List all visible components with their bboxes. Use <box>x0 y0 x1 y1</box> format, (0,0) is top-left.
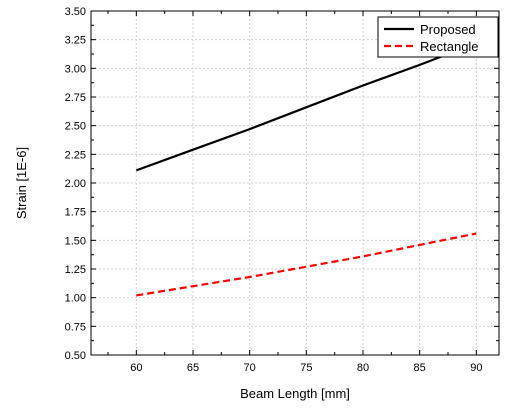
y-tick-label: 3.25 <box>65 35 86 47</box>
y-tick-label: 1.50 <box>65 235 86 247</box>
x-tick-label: 90 <box>470 362 482 374</box>
series-line-proposed <box>135 42 477 172</box>
y-tick-label: 0.75 <box>65 321 86 333</box>
x-tick-label: 70 <box>244 362 256 374</box>
series-line-rectangle <box>136 232 477 297</box>
y-tick-label: 2.75 <box>65 92 86 104</box>
axis-ticks <box>91 10 499 356</box>
y-tick-label: 1.25 <box>65 264 86 276</box>
y-tick-label: 1.00 <box>65 293 86 305</box>
y-tick-label: 3.50 <box>65 6 86 18</box>
x-tick-label: 85 <box>414 362 426 374</box>
x-tick-label: 75 <box>300 362 312 374</box>
legend-label-rectangle: Rectangle <box>420 39 479 54</box>
y-axis-label: Strain [1E-6] <box>14 147 29 219</box>
x-tick-label: 60 <box>130 362 142 374</box>
plot-lines <box>135 42 477 297</box>
y-tick-label: 2.00 <box>65 178 86 190</box>
y-tick-label: 0.50 <box>65 350 86 362</box>
x-tick-label: 65 <box>187 362 199 374</box>
x-axis-label: Beam Length [mm] <box>240 386 350 401</box>
legend-label-proposed: Proposed <box>420 22 476 37</box>
y-tick-label: 2.25 <box>65 149 86 161</box>
legend-box <box>377 16 499 58</box>
legend: Proposed Rectangle <box>377 16 499 58</box>
grid-lines <box>91 11 499 355</box>
y-tick-label: 2.50 <box>65 121 86 133</box>
tick-labels: 60 65 70 75 80 85 90 0.50 0.75 1.00 1.25 1.50 1.75 2.… <box>65 6 483 374</box>
y-tick-label: 3.00 <box>65 63 86 75</box>
y-tick-label: 1.75 <box>65 207 86 219</box>
x-tick-label: 80 <box>357 362 369 374</box>
